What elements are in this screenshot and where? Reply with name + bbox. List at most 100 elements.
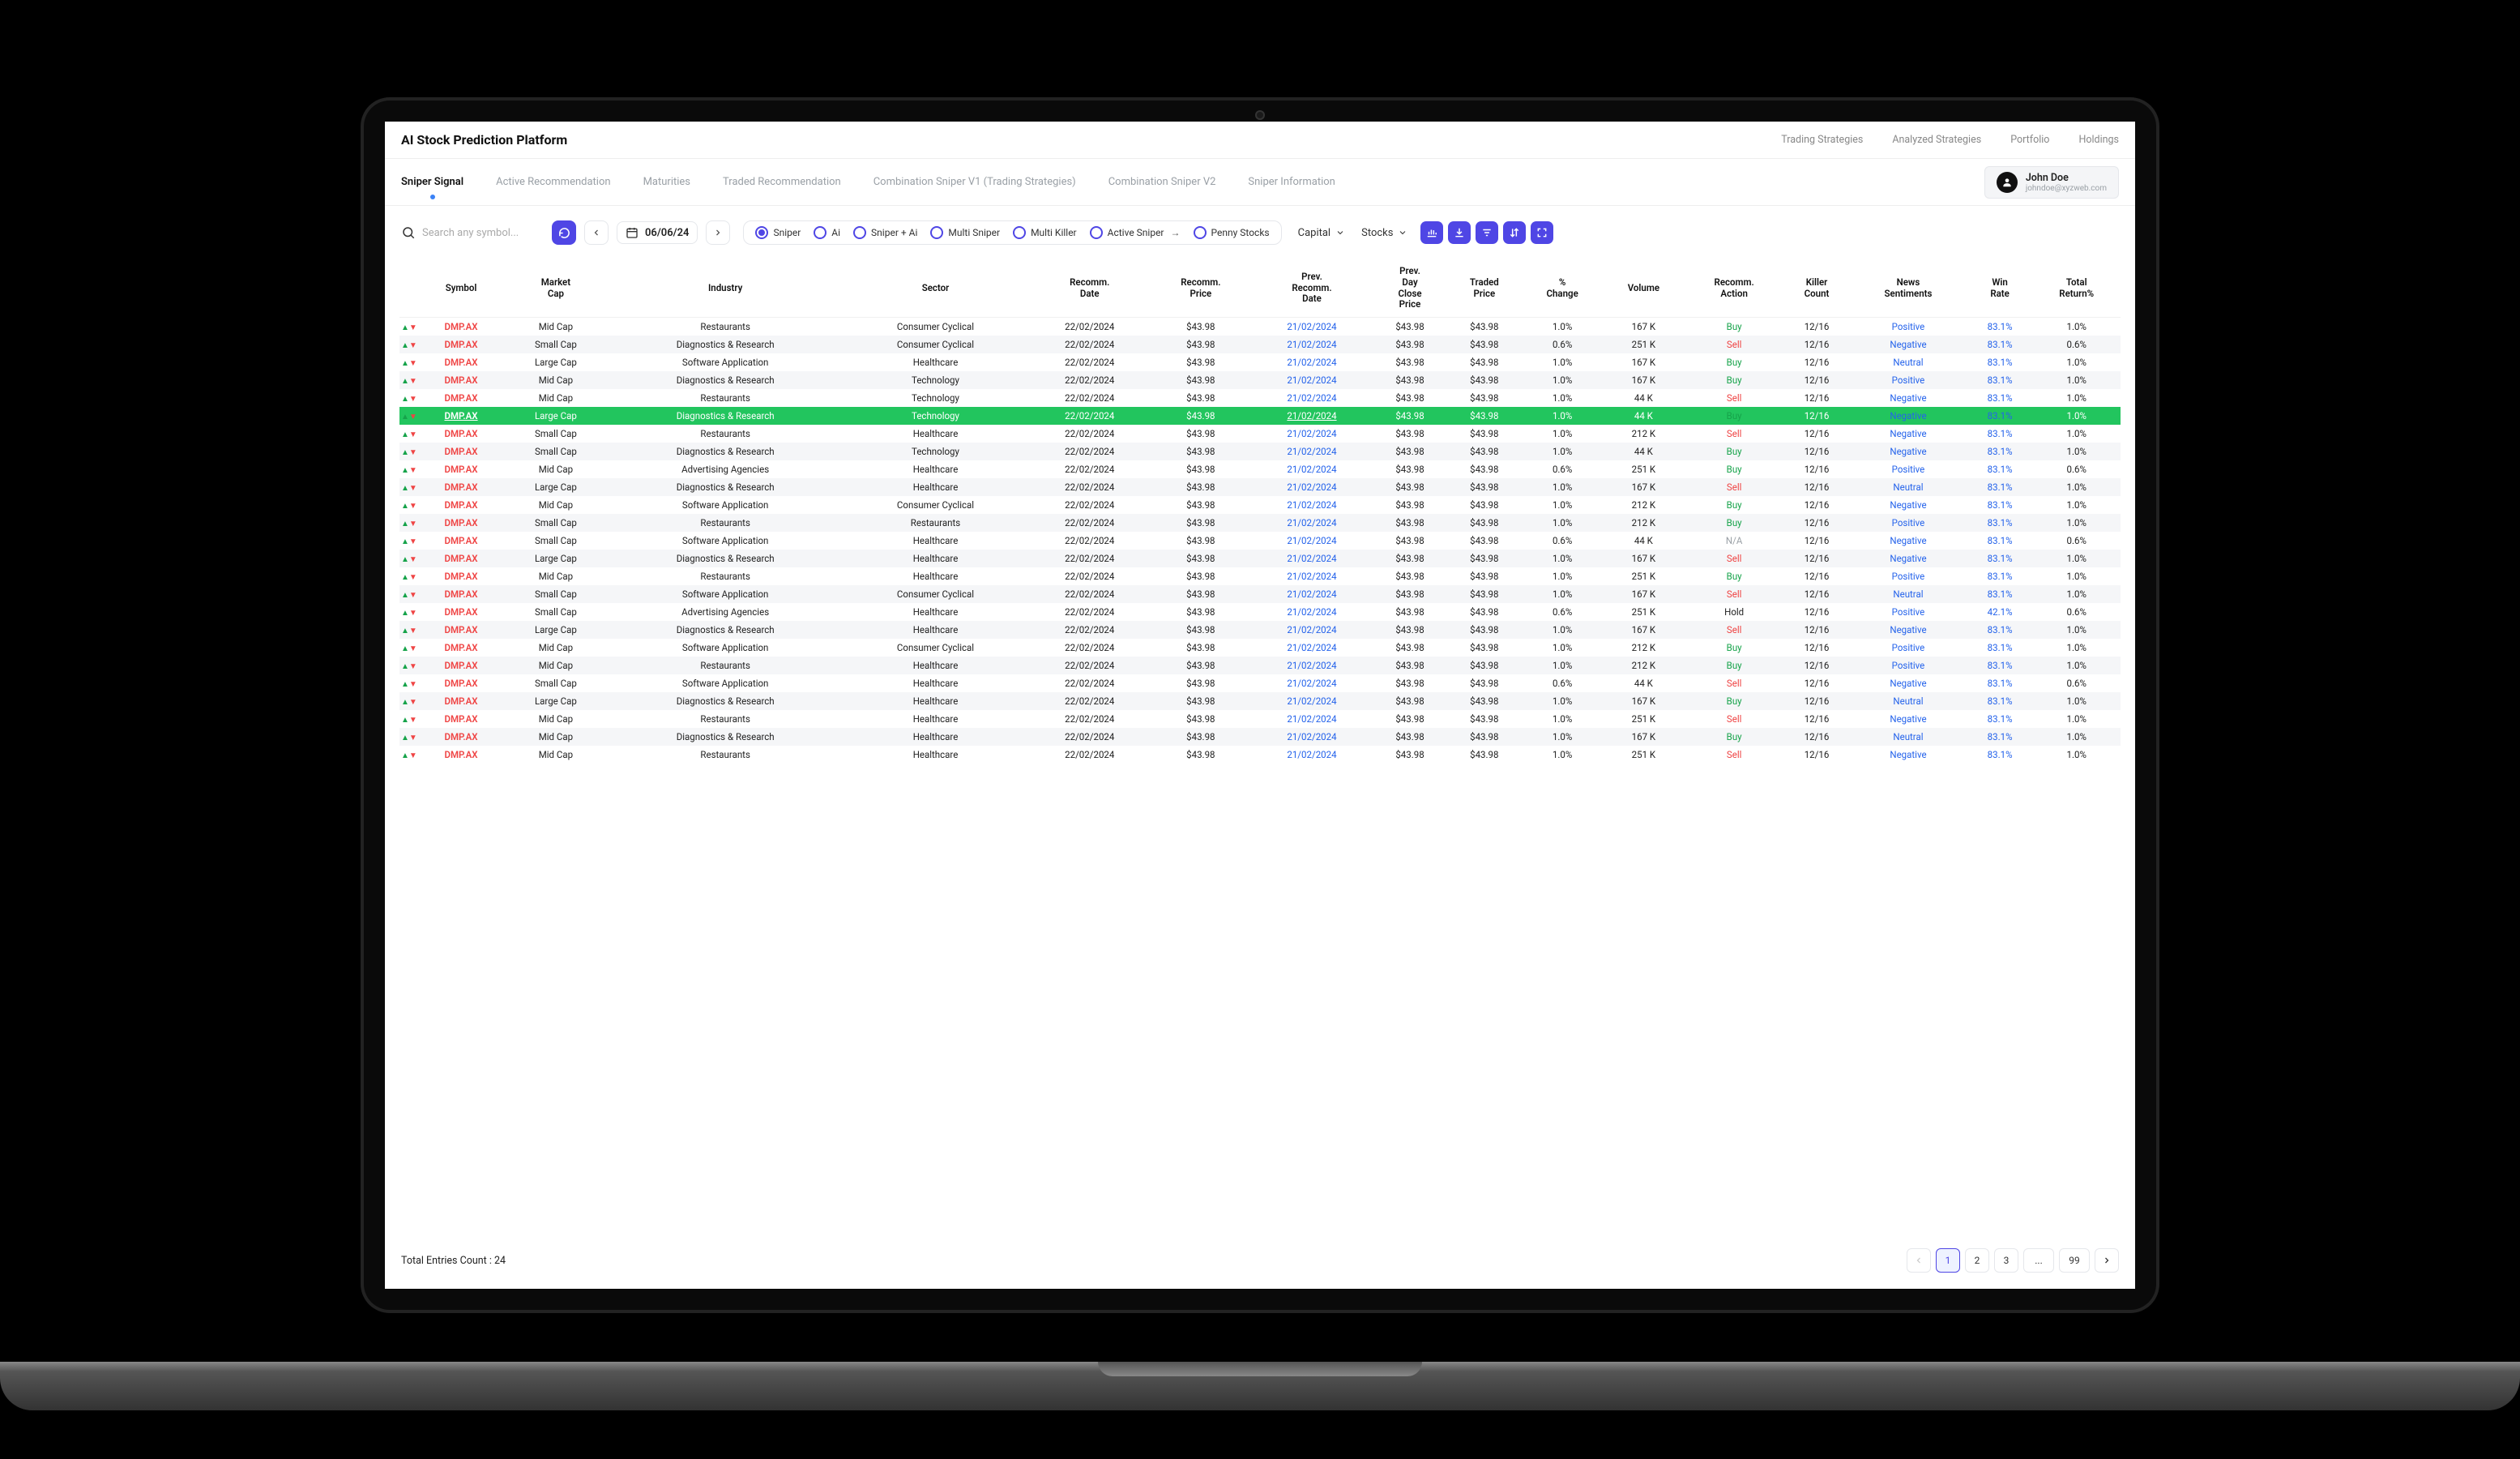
symbol-link[interactable]: DMP.AX — [444, 339, 477, 350]
prev-date-link[interactable]: 21/02/2024 — [1287, 535, 1336, 546]
column-header[interactable]: Symbol — [419, 259, 503, 318]
tab[interactable]: Sniper Information — [1248, 176, 1335, 188]
table-row[interactable]: ▲▼DMP.AXLarge CapDiagnostics & ResearchH… — [399, 692, 2121, 710]
tab[interactable]: Sniper Signal — [401, 176, 463, 188]
prev-date-link[interactable]: 21/02/2024 — [1287, 588, 1336, 600]
symbol-link[interactable]: DMP.AX — [444, 553, 477, 564]
symbol-link[interactable]: DMP.AX — [444, 499, 477, 511]
column-header[interactable]: Prev.DayClosePrice — [1373, 259, 1446, 318]
table-row[interactable]: ▲▼DMP.AXMid CapDiagnostics & ResearchTec… — [399, 371, 2121, 389]
symbol-link[interactable]: DMP.AX — [444, 695, 477, 707]
prev-date-link[interactable]: 21/02/2024 — [1287, 678, 1336, 689]
table-row[interactable]: ▲▼DMP.AXSmall CapSoftware ApplicationHea… — [399, 532, 2121, 550]
filter-radio[interactable]: Active Sniper→ — [1090, 226, 1181, 239]
filter-radio[interactable]: Multi Sniper — [930, 226, 1000, 239]
symbol-link[interactable]: DMP.AX — [444, 678, 477, 689]
capital-dropdown[interactable]: Capital — [1298, 227, 1345, 239]
date-picker[interactable]: 06/06/24 — [617, 221, 698, 244]
date-prev-button[interactable] — [584, 220, 609, 245]
tab[interactable]: Combination Sniper V2 — [1108, 176, 1216, 188]
table-row[interactable]: ▲▼DMP.AXSmall CapAdvertising AgenciesHea… — [399, 603, 2121, 621]
date-next-button[interactable] — [706, 220, 730, 245]
pager-page[interactable]: 99 — [2059, 1248, 2090, 1273]
pager-page[interactable]: 1 — [1936, 1248, 1960, 1273]
column-header[interactable]: TotalReturn% — [2032, 259, 2121, 318]
prev-date-link[interactable]: 21/02/2024 — [1287, 713, 1336, 725]
symbol-link[interactable]: DMP.AX — [444, 481, 477, 493]
symbol-link[interactable]: DMP.AX — [444, 321, 477, 332]
symbol-link[interactable]: DMP.AX — [444, 392, 477, 404]
column-header[interactable]: WinRate — [1967, 259, 2033, 318]
column-header[interactable]: Volume — [1603, 259, 1684, 318]
prev-date-link[interactable]: 21/02/2024 — [1287, 571, 1336, 582]
column-header[interactable]: %Change — [1522, 259, 1603, 318]
pager-next[interactable] — [2095, 1248, 2119, 1273]
table-row[interactable]: ▲▼DMP.AXMid CapRestaurantsHealthcare22/0… — [399, 710, 2121, 728]
prev-date-link[interactable]: 21/02/2024 — [1287, 428, 1336, 439]
table-row[interactable]: ▲▼DMP.AXSmall CapSoftware ApplicationHea… — [399, 674, 2121, 692]
filter-radio[interactable]: Sniper — [755, 226, 801, 239]
column-header[interactable]: Sector — [843, 259, 1029, 318]
symbol-link[interactable]: DMP.AX — [444, 535, 477, 546]
prev-date-link[interactable]: 21/02/2024 — [1287, 321, 1336, 332]
symbol-link[interactable]: DMP.AX — [444, 731, 477, 742]
symbol-link[interactable]: DMP.AX — [444, 571, 477, 582]
column-header[interactable]: Industry — [609, 259, 843, 318]
prev-date-link[interactable]: 21/02/2024 — [1287, 695, 1336, 707]
pager-page[interactable]: 3 — [1994, 1248, 2018, 1273]
search-input[interactable] — [422, 227, 544, 239]
symbol-link[interactable]: DMP.AX — [444, 606, 477, 618]
symbol-link[interactable]: DMP.AX — [444, 660, 477, 671]
table-row[interactable]: ▲▼DMP.AXSmall CapDiagnostics & ResearchT… — [399, 443, 2121, 460]
prev-date-link[interactable]: 21/02/2024 — [1287, 374, 1336, 386]
fullscreen-button[interactable] — [1531, 221, 1553, 244]
prev-date-link[interactable]: 21/02/2024 — [1287, 464, 1336, 475]
column-header[interactable]: TradedPrice — [1447, 259, 1522, 318]
top-nav-item[interactable]: Portfolio — [2010, 134, 2049, 146]
column-header[interactable]: NewsSentiments — [1849, 259, 1967, 318]
symbol-link[interactable]: DMP.AX — [444, 357, 477, 368]
pager-prev[interactable] — [1907, 1248, 1931, 1273]
column-header[interactable]: MarketCap — [503, 259, 608, 318]
prev-date-link[interactable]: 21/02/2024 — [1287, 642, 1336, 653]
tab[interactable]: Maturities — [643, 176, 690, 188]
top-nav-item[interactable]: Analyzed Strategies — [1892, 134, 1981, 146]
filter-radio[interactable]: Ai — [814, 226, 840, 239]
table-row[interactable]: ▲▼DMP.AXMid CapRestaurantsHealthcare22/0… — [399, 746, 2121, 764]
filter-button[interactable] — [1476, 221, 1498, 244]
symbol-link[interactable]: DMP.AX — [444, 374, 477, 386]
table-row[interactable]: ▲▼DMP.AXSmall CapDiagnostics & ResearchC… — [399, 336, 2121, 353]
column-header[interactable]: KillerCount — [1784, 259, 1849, 318]
table-row[interactable]: ▲▼DMP.AXMid CapRestaurantsTechnology22/0… — [399, 389, 2121, 407]
table-row[interactable]: ▲▼DMP.AXSmall CapRestaurantsRestaurants2… — [399, 514, 2121, 532]
tab[interactable]: Traded Recommendation — [723, 176, 841, 188]
prev-date-link[interactable]: 21/02/2024 — [1287, 624, 1336, 635]
prev-date-link[interactable]: 21/02/2024 — [1287, 749, 1336, 760]
prev-date-link[interactable]: 21/02/2024 — [1287, 731, 1336, 742]
symbol-link[interactable]: DMP.AX — [444, 410, 477, 421]
table-row[interactable]: ▲▼DMP.AXSmall CapSoftware ApplicationCon… — [399, 585, 2121, 603]
prev-date-link[interactable]: 21/02/2024 — [1287, 553, 1336, 564]
symbol-link[interactable]: DMP.AX — [444, 749, 477, 760]
prev-date-link[interactable]: 21/02/2024 — [1287, 481, 1336, 493]
table-row[interactable]: ▲▼DMP.AXMid CapRestaurantsConsumer Cycli… — [399, 318, 2121, 336]
prev-date-link[interactable]: 21/02/2024 — [1287, 357, 1336, 368]
top-nav-item[interactable]: Holdings — [2078, 134, 2119, 146]
column-header[interactable]: Prev.Recomm.Date — [1251, 259, 1373, 318]
table-row[interactable]: ▲▼DMP.AXMid CapRestaurantsHealthcare22/0… — [399, 657, 2121, 674]
table-row[interactable]: ▲▼DMP.AXLarge CapDiagnostics & ResearchH… — [399, 478, 2121, 496]
filter-radio[interactable]: Penny Stocks — [1194, 226, 1270, 239]
table-row[interactable]: ▲▼DMP.AXMid CapSoftware ApplicationConsu… — [399, 496, 2121, 514]
symbol-link[interactable]: DMP.AX — [444, 588, 477, 600]
prev-date-link[interactable]: 21/02/2024 — [1287, 499, 1336, 511]
symbol-link[interactable]: DMP.AX — [444, 624, 477, 635]
pager-page[interactable]: 2 — [1965, 1248, 1989, 1273]
symbol-link[interactable]: DMP.AX — [444, 642, 477, 653]
sort-button[interactable] — [1503, 221, 1526, 244]
refresh-button[interactable] — [552, 220, 576, 245]
tab[interactable]: Combination Sniper V1 (Trading Strategie… — [873, 176, 1076, 188]
symbol-link[interactable]: DMP.AX — [444, 446, 477, 457]
table-row[interactable]: ▲▼DMP.AXSmall CapRestaurantsHealthcare22… — [399, 425, 2121, 443]
filter-radio[interactable]: Sniper + Ai — [853, 226, 917, 239]
table-row[interactable]: ▲▼DMP.AXMid CapAdvertising AgenciesHealt… — [399, 460, 2121, 478]
